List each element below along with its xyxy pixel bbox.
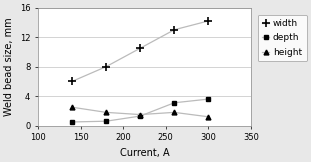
X-axis label: Current, A: Current, A bbox=[120, 148, 169, 158]
Y-axis label: Weld bead size, mm: Weld bead size, mm bbox=[4, 17, 14, 116]
Legend: width, depth, height: width, depth, height bbox=[258, 15, 307, 61]
